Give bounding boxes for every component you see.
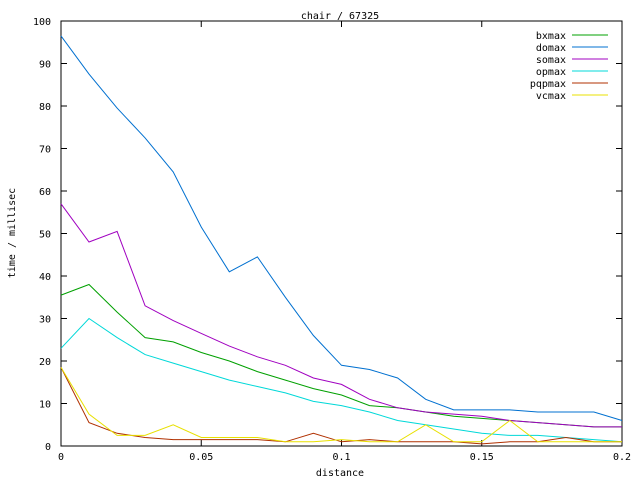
legend-label-vcmax: vcmax xyxy=(536,91,566,102)
x-tick-label: 0 xyxy=(58,452,64,463)
chart-title: chair / 67325 xyxy=(301,11,379,22)
legend-label-bxmax: bxmax xyxy=(536,31,566,42)
y-tick-label: 80 xyxy=(39,102,51,113)
y-axis: 0 10 20 30 40 50 60 70 80 90 100 xyxy=(33,17,622,453)
y-tick-label: 10 xyxy=(39,400,51,411)
y-tick-label: 30 xyxy=(39,315,51,326)
series-line-opmax xyxy=(60,317,623,443)
x-axis: 0 0.05 0.1 0.15 0.2 xyxy=(58,21,631,463)
x-tick-label: 0.15 xyxy=(470,452,494,463)
y-tick-label: 60 xyxy=(39,187,51,198)
legend-label-pqpmax: pqpmax xyxy=(530,79,566,90)
x-tick-label: 0.1 xyxy=(332,452,350,463)
y-tick-label: 0 xyxy=(45,442,51,453)
x-axis-label: distance xyxy=(316,468,364,479)
x-tick-label: 0.2 xyxy=(613,452,631,463)
legend-label-domax: domax xyxy=(536,43,566,54)
series-line-pqpmax xyxy=(60,367,622,445)
y-axis-label: time / millisec xyxy=(7,188,18,278)
legend-label-somax: somax xyxy=(536,55,566,66)
y-tick-label: 40 xyxy=(39,272,51,283)
series-line-vcmax xyxy=(60,367,622,443)
y-tick-label: 70 xyxy=(39,145,51,156)
series-line-somax xyxy=(60,203,622,428)
series-lines xyxy=(60,35,623,445)
y-tick-label: 50 xyxy=(39,230,51,241)
y-tick-label: 90 xyxy=(39,60,51,71)
y-tick-label: 20 xyxy=(39,357,51,368)
series-line-domax xyxy=(60,35,623,421)
y-tick-label: 100 xyxy=(33,17,51,28)
legend-label-opmax: opmax xyxy=(536,67,566,78)
x-tick-label: 0.05 xyxy=(189,452,213,463)
